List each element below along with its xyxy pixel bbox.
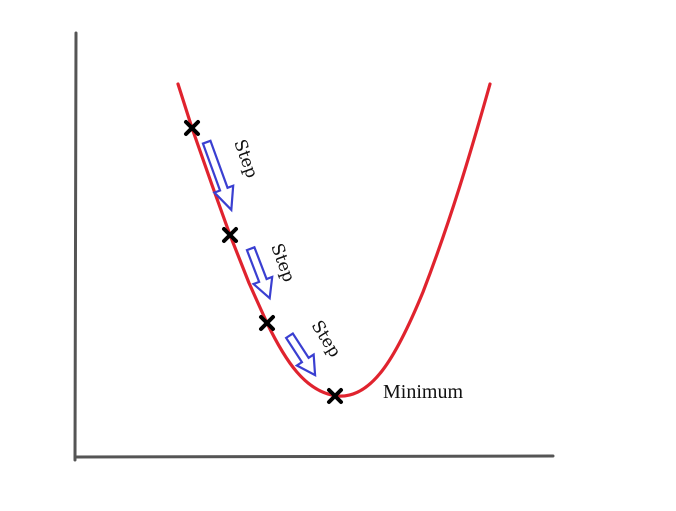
minimum-cross-marker (327, 388, 343, 404)
minimum-label: Minimum (383, 381, 463, 403)
step-arrow-2 (245, 245, 274, 301)
cross-marker (184, 120, 200, 136)
x-axis (73, 454, 555, 459)
step-arrow-1 (201, 139, 235, 213)
cross-marker (259, 315, 275, 331)
step-label-1: Step (229, 137, 261, 181)
step-arrow-3 (284, 332, 317, 378)
y-axis (73, 31, 78, 462)
cross-marker (222, 227, 238, 243)
loss-curve (176, 82, 492, 398)
